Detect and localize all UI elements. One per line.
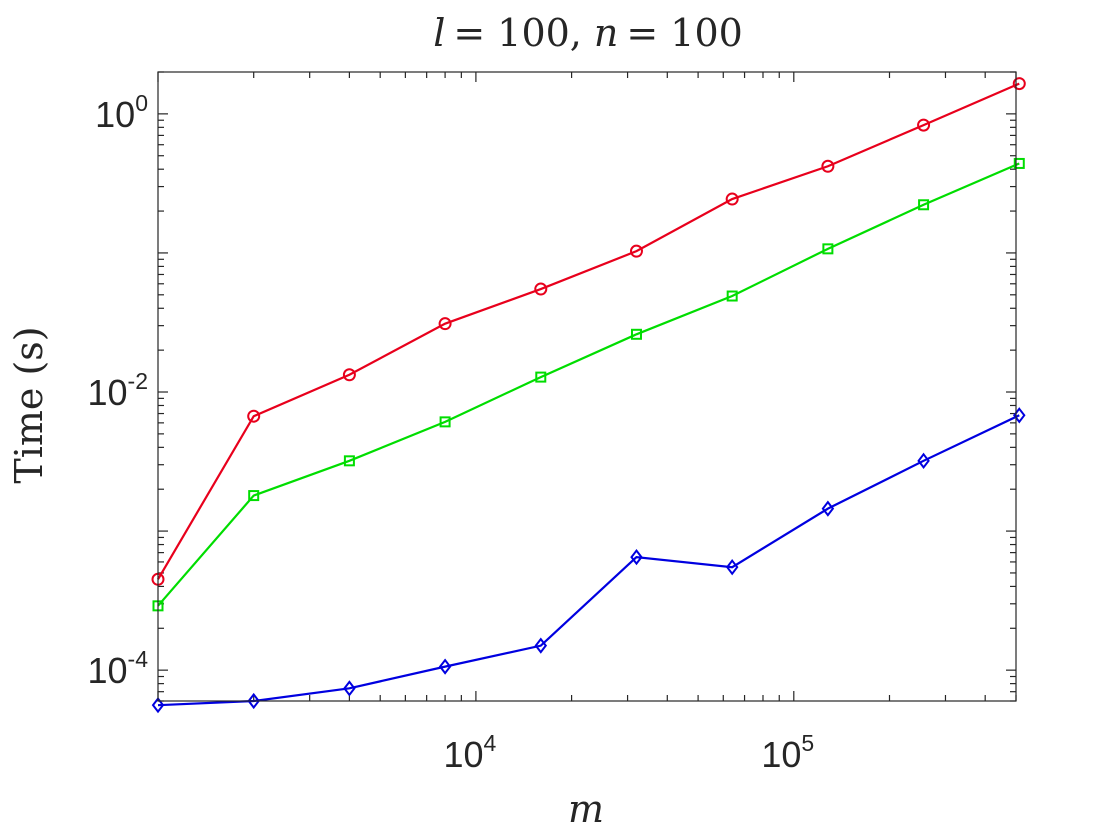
data-point-circle <box>725 192 739 206</box>
series-line-square <box>157 162 1020 607</box>
data-point-diamond <box>534 637 548 654</box>
x-tick-label: 104 <box>443 730 496 775</box>
data-point-diamond <box>630 548 643 566</box>
series-layer <box>151 77 1026 714</box>
data-point-diamond <box>821 500 835 517</box>
data-point-square <box>248 490 260 502</box>
data-point-square <box>439 416 451 428</box>
data-point-circle <box>629 244 643 258</box>
y-axis-label: Time (s) <box>7 326 51 483</box>
data-point-square <box>630 328 642 340</box>
series-square <box>152 157 1025 612</box>
y-tick-label: 10-2 <box>88 368 149 413</box>
series-circle <box>151 77 1026 586</box>
data-point-circle <box>247 409 261 423</box>
data-point-diamond <box>247 692 260 710</box>
data-point-circle <box>342 368 356 382</box>
series-diamond <box>151 407 1026 714</box>
data-point-square <box>822 243 834 255</box>
data-point-circle <box>534 282 548 296</box>
y-tick-label: 10-4 <box>88 646 149 691</box>
data-point-diamond <box>343 680 356 697</box>
data-point-square <box>918 199 930 211</box>
title-n-value: = 100 <box>626 11 742 55</box>
x-axis-label: m <box>568 787 604 831</box>
title-l-value: = 100, <box>453 11 582 55</box>
y-tick-label: 100 <box>95 90 148 135</box>
axis-ticks: 104 105 10-4 10-2 100 <box>88 71 1017 775</box>
chart-title: l = 100, n = 100 <box>433 11 743 55</box>
title-n-variable: n <box>594 11 618 55</box>
data-point-diamond <box>917 452 930 469</box>
plot-frame <box>157 71 1017 702</box>
x-tick-label: 105 <box>761 730 814 775</box>
data-point-circle <box>438 317 452 331</box>
data-point-square <box>343 455 355 467</box>
data-point-circle <box>821 159 835 173</box>
data-point-square <box>726 290 738 302</box>
data-point-diamond <box>151 697 165 714</box>
data-point-square <box>1013 157 1025 169</box>
title-l-variable: l <box>433 11 445 55</box>
series-line-diamond <box>157 414 1020 707</box>
data-point-diamond <box>438 658 452 675</box>
data-point-circle <box>1012 77 1026 91</box>
data-point-square <box>535 371 547 383</box>
data-point-diamond <box>725 559 739 576</box>
data-point-circle <box>917 118 931 132</box>
series-line-circle <box>157 82 1020 580</box>
